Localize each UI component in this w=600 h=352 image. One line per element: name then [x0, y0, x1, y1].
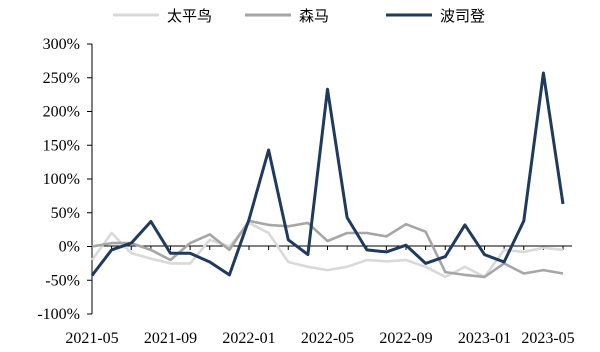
- y-tick-label: 200%: [43, 104, 80, 121]
- x-tick-label: 2022-01: [222, 330, 275, 347]
- series-lines: [90, 71, 565, 279]
- legend-label: 波司登: [440, 7, 485, 25]
- y-tick-label: 250%: [43, 70, 80, 87]
- y-tick-label: 100%: [43, 171, 80, 188]
- series-2: [90, 71, 565, 277]
- y-tick-label: -100%: [37, 306, 80, 323]
- y-tick-label: 50%: [51, 205, 80, 222]
- y-tick-label: -50%: [45, 272, 80, 289]
- series-line: [90, 71, 565, 277]
- y-tick-label: 0%: [59, 239, 80, 256]
- y-tick-label: 300%: [43, 36, 80, 53]
- y-tick-label: 150%: [43, 137, 80, 154]
- legend-label: 太平鸟: [167, 7, 212, 25]
- x-tick-label: 2021-05: [65, 330, 118, 347]
- x-tick-label: 2022-09: [379, 330, 432, 347]
- x-tick-label: 2021-09: [144, 330, 197, 347]
- x-tick-label: 2023-01: [458, 330, 511, 347]
- legend: 太平鸟 森马 波司登: [113, 7, 485, 25]
- x-axis: 2021-05 2021-09 2022-01 2022-05 2022-09 2023-…: [65, 245, 575, 347]
- x-tick-label: 2023-05: [521, 330, 574, 347]
- legend-label: 森马: [299, 7, 329, 25]
- x-tick-label: 2022-05: [301, 330, 354, 347]
- series-1: [91, 219, 564, 279]
- y-axis: -100% -50% 0% 50% 100% 150% 200% 250% 300%: [37, 36, 93, 323]
